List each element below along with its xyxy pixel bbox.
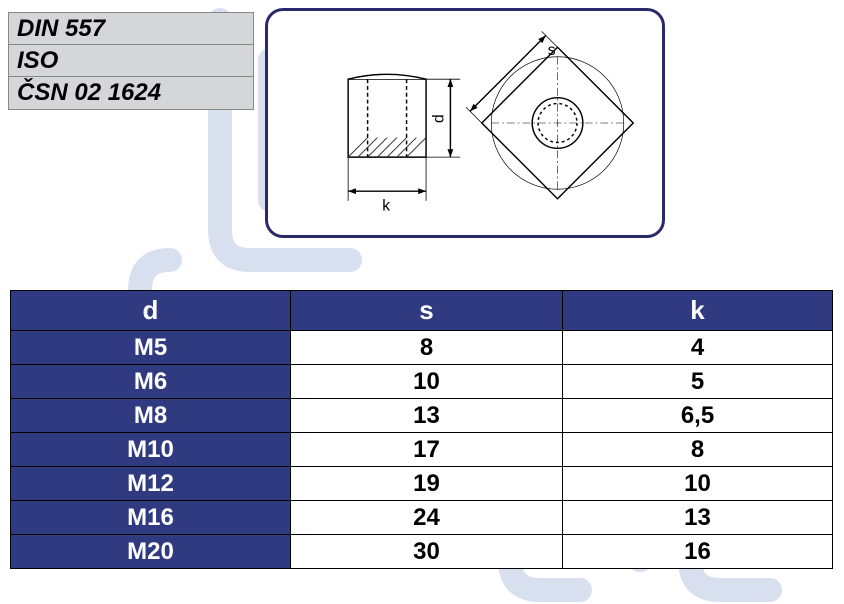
table-row: M203016 [11, 535, 833, 569]
technical-diagram: d k [265, 8, 665, 238]
standard-din: DIN 557 [9, 13, 253, 45]
cell-d: M6 [11, 365, 291, 399]
table-header-row: d s k [11, 291, 833, 331]
col-header-d: d [11, 291, 291, 331]
cell-s: 24 [291, 501, 563, 535]
dimensions-table: d s k M584M6105M8136,5M10178M121910M1624… [10, 290, 832, 569]
cell-s: 17 [291, 433, 563, 467]
cell-s: 19 [291, 467, 563, 501]
cell-d: M5 [11, 331, 291, 365]
table-row: M10178 [11, 433, 833, 467]
dim-k-label: k [382, 198, 390, 215]
cell-d: M12 [11, 467, 291, 501]
cell-d: M8 [11, 399, 291, 433]
standard-csn: ČSN 02 1624 [9, 77, 253, 109]
table-row: M162413 [11, 501, 833, 535]
table-row: M8136,5 [11, 399, 833, 433]
cell-d: M10 [11, 433, 291, 467]
cell-k: 13 [563, 501, 833, 535]
dim-s-label: s [548, 42, 556, 59]
cell-k: 6,5 [563, 399, 833, 433]
standard-iso: ISO [9, 45, 253, 77]
standards-box: DIN 557 ISO ČSN 02 1624 [8, 12, 254, 110]
cell-k: 16 [563, 535, 833, 569]
cell-k: 8 [563, 433, 833, 467]
col-header-k: k [563, 291, 833, 331]
cell-d: M20 [11, 535, 291, 569]
cell-s: 8 [291, 331, 563, 365]
cell-s: 30 [291, 535, 563, 569]
cell-s: 10 [291, 365, 563, 399]
cell-k: 4 [563, 331, 833, 365]
table-row: M6105 [11, 365, 833, 399]
cell-d: M16 [11, 501, 291, 535]
cell-s: 13 [291, 399, 563, 433]
table-row: M121910 [11, 467, 833, 501]
dim-d-label: d [431, 114, 448, 123]
table-row: M584 [11, 331, 833, 365]
cell-k: 10 [563, 467, 833, 501]
cell-k: 5 [563, 365, 833, 399]
col-header-s: s [291, 291, 563, 331]
